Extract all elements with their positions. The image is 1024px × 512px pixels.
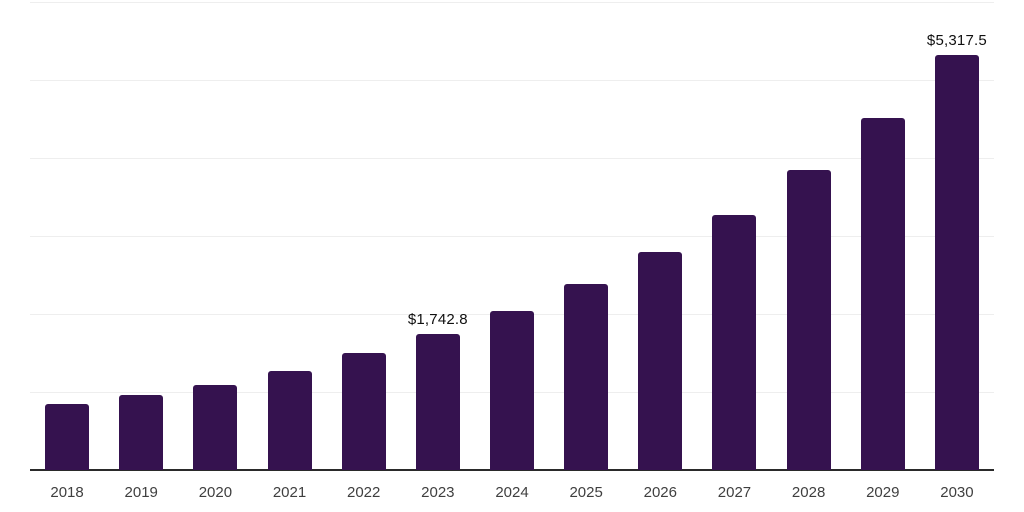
gridline	[30, 236, 994, 237]
x-tick-label-2019: 2019	[124, 484, 158, 501]
x-axis-line	[30, 469, 994, 471]
gridline	[30, 80, 994, 81]
gridline	[30, 2, 994, 3]
x-tick-label-2029: 2029	[866, 484, 900, 501]
x-tick-label-2021: 2021	[272, 484, 307, 501]
x-tick-label-2024: 2024	[495, 484, 529, 501]
x-axis-tick-labels: 2018 2019 2020 2021 2022 2023 2024 2025 2026 2027…	[30, 484, 994, 504]
x-tick-label-2022: 2022	[347, 484, 381, 501]
bar-2020	[193, 384, 238, 470]
bar-value-label-2030: $5,317.5	[926, 32, 987, 50]
x-tick-label-2030: 2030	[940, 484, 974, 501]
x-tick-label-2023: 2023	[421, 484, 455, 501]
x-tick-label-2028: 2028	[791, 484, 826, 501]
x-tick-label-2025: 2025	[569, 484, 603, 501]
bar-2023	[415, 334, 460, 470]
bar-value-label-2023: $1,742.8	[407, 311, 468, 329]
bar-2018	[45, 404, 90, 470]
bar-2027	[712, 215, 757, 470]
bar-2029	[860, 118, 905, 470]
gridline	[30, 158, 994, 159]
x-tick-label-2026: 2026	[643, 484, 677, 501]
plot-area: $1,742.8 $5,317.5	[30, 2, 994, 471]
x-tick-label-2027: 2027	[717, 484, 752, 501]
bar-2030	[934, 55, 979, 470]
bar-2021	[267, 371, 312, 470]
bar-2022	[341, 353, 386, 470]
bar-2028	[786, 170, 831, 470]
x-tick-label-2018: 2018	[50, 484, 84, 501]
bar-2024	[490, 311, 534, 470]
bar-2019	[119, 395, 164, 470]
x-tick-label-2020: 2020	[198, 484, 233, 501]
bar-2026	[638, 252, 683, 470]
bar-2025	[564, 283, 609, 470]
